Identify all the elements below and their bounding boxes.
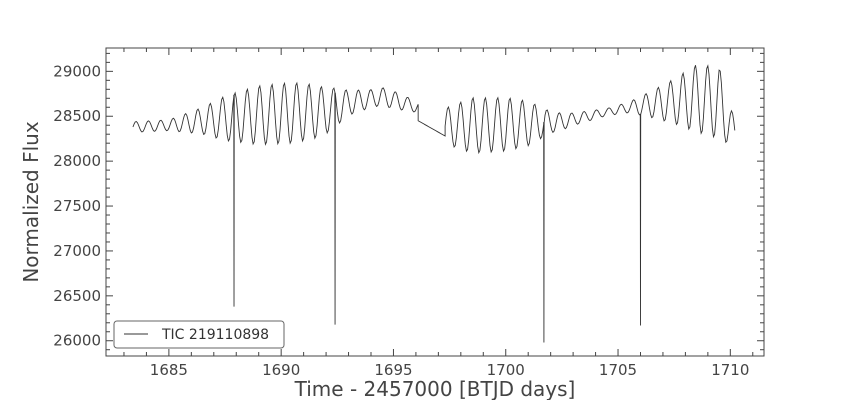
x-tick-label: 1700 [487, 361, 525, 379]
series-lines [132, 64, 736, 343]
y-tick-label: 26000 [53, 332, 101, 350]
x-tick-label: 1685 [150, 361, 188, 379]
plot-area [105, 47, 765, 357]
x-tick-label: 1690 [262, 361, 300, 379]
y-tick-label: 28500 [53, 107, 101, 125]
x-tick-label: 1705 [599, 361, 637, 379]
x-tick-label: 1710 [711, 361, 749, 379]
x-axis-ticks: 1685 1690 1695 1700 1705 1710 [123, 48, 754, 379]
y-tick-label: 27000 [53, 242, 101, 260]
y-tick-label: 26500 [53, 287, 101, 305]
y-axis-ticks: 26000 26500 27000 27500 28000 28500 29000 [53, 52, 764, 351]
x-tick-label: 1695 [374, 361, 412, 379]
y-tick-label: 29000 [53, 62, 101, 80]
series-line-tic-219110898 [132, 64, 736, 343]
legend-entry-label: TIC 219110898 [161, 327, 269, 343]
y-tick-label: 27500 [53, 197, 101, 215]
y-axis-label: Normalized Flux [19, 121, 43, 283]
legend-box [113, 320, 285, 349]
legend: TIC 219110898 [113, 320, 285, 349]
x-axis-label: Time - 2457000 [BTJD days] [294, 377, 576, 400]
y-tick-label: 28000 [53, 152, 101, 170]
